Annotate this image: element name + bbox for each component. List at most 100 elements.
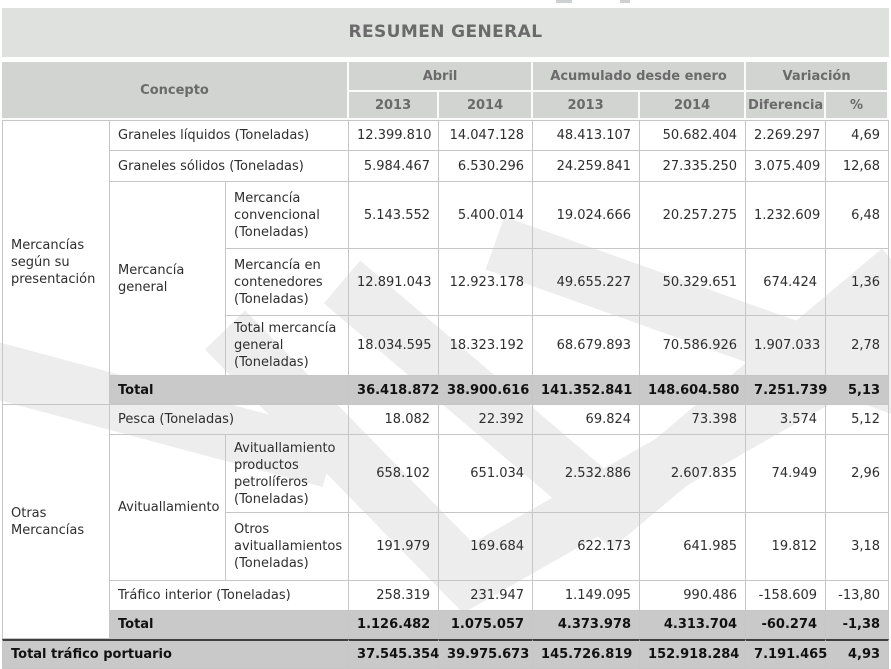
cell-abril-2014: 14.047.128 (439, 120, 534, 151)
cell-abril-2014: 1.075.057 (439, 611, 534, 639)
cell-acumulado-2013: 68.679.893 (533, 316, 641, 376)
cell-acumulado-2014: 73.398 (640, 405, 747, 435)
cell-abril-2014: 651.034 (439, 435, 534, 513)
table-row: Graneles sólidos (Toneladas) 5.984.467 6… (2, 151, 890, 182)
cell-acumulado-2013: 2.532.886 (533, 435, 641, 513)
cell-abril-2013: 37.545.354 (349, 639, 439, 669)
cell-porcentaje: 5,12 (826, 405, 890, 435)
cell-abril-2014: 231.947 (439, 581, 534, 611)
cell-porcentaje: 1,36 (826, 249, 890, 316)
row-label: Tráfico interior (Toneladas) (110, 581, 350, 611)
cell-porcentaje: 2,96 (826, 435, 890, 513)
cell-abril-2013: 18.034.595 (349, 316, 440, 376)
cell-acumulado-2013: 24.259.841 (533, 151, 641, 182)
summary-report: RESUMEN GENERAL Concepto Abril Acumulado… (2, 8, 890, 669)
table-row: Otras Mercancías Pesca (Toneladas) 18.08… (2, 405, 890, 639)
cell-acumulado-2013: 141.352.841 (533, 376, 641, 405)
cell-diferencia: -60.274 (746, 611, 827, 639)
page-title: RESUMEN GENERAL (2, 8, 889, 57)
row-label: Total mercancía general (Toneladas) (226, 316, 350, 376)
table-header: Concepto Abril Acumulado desde enero Var… (2, 62, 890, 120)
cell-acumulado-2014: 148.604.580 (640, 376, 747, 405)
cell-diferencia: 1.232.609 (746, 182, 827, 249)
cell-diferencia: 7.251.739 (746, 376, 827, 405)
cell-acumulado-2014: 2.607.835 (640, 435, 747, 513)
cell-abril-2014: 5.400.014 (439, 182, 534, 249)
cell-acumulado-2014: 27.335.250 (640, 151, 747, 182)
cell-acumulado-2014: 50.329.651 (640, 249, 747, 316)
cell-porcentaje: 3,18 (826, 513, 890, 581)
cell-acumulado-2014: 50.682.404 (640, 120, 747, 151)
cell-acumulado-2014: 4.313.704 (640, 611, 747, 639)
col-header-diferencia: Diferencia (746, 92, 827, 120)
table-body: Mercancías según su presentación Granele… (2, 120, 890, 669)
cell-acumulado-2013: 1.149.095 (533, 581, 641, 611)
cropped-text-artifact (556, 0, 572, 3)
cell-abril-2014: 39.975.673 (439, 639, 534, 669)
grand-total-label: Total tráfico portuario (2, 639, 350, 669)
table-row: Avituallamiento Avituallamiento producto… (2, 435, 890, 581)
cell-acumulado-2013: 69.824 (533, 405, 641, 435)
col-header-abril-2013: 2013 (349, 92, 440, 120)
cell-abril-2014: 38.900.616 (439, 376, 534, 405)
cell-diferencia: 7.191.465 (746, 639, 827, 669)
table-row: Tráfico interior (Toneladas) 258.319 231… (2, 581, 890, 611)
cell-abril-2014: 18.323.192 (439, 316, 534, 376)
cell-abril-2013: 5.143.552 (349, 182, 440, 249)
cell-diferencia: 74.949 (746, 435, 827, 513)
cell-diferencia: 1.907.033 (746, 316, 827, 376)
cell-abril-2014: 22.392 (439, 405, 534, 435)
col-header-acumulado-2014: 2014 (640, 92, 747, 120)
subgroup-cell-mercancia-general: Mercancía general (110, 182, 226, 376)
cell-porcentaje: 5,13 (826, 376, 890, 405)
cell-abril-2013: 1.126.482 (349, 611, 440, 639)
table-row: Mercancía en contenedores (Toneladas) 12… (2, 249, 890, 316)
cell-acumulado-2014: 641.985 (640, 513, 747, 581)
table-row: Total mercancía general (Toneladas) 18.0… (2, 316, 890, 376)
col-header-concepto: Concepto (2, 62, 350, 120)
grand-total-row: Total tráfico portuario 37.545.354 39.97… (2, 639, 890, 669)
summary-table: Concepto Abril Acumulado desde enero Var… (2, 62, 890, 669)
cell-abril-2013: 12.399.810 (349, 120, 440, 151)
cell-porcentaje: -1,38 (826, 611, 890, 639)
row-label: Graneles líquidos (Toneladas) (110, 120, 350, 151)
cell-porcentaje: -13,80 (826, 581, 890, 611)
cell-acumulado-2014: 990.486 (640, 581, 747, 611)
cell-abril-2014: 169.684 (439, 513, 534, 581)
cell-acumulado-2014: 70.586.926 (640, 316, 747, 376)
header-row-groups: Concepto Abril Acumulado desde enero Var… (2, 62, 890, 120)
cell-abril-2013: 18.082 (349, 405, 440, 435)
cell-porcentaje: 4,93 (826, 639, 890, 669)
cell-acumulado-2013: 49.655.227 (533, 249, 641, 316)
row-label: Mercancía convencional (Toneladas) (226, 182, 350, 249)
col-header-abril-2014: 2014 (439, 92, 534, 120)
cell-acumulado-2013: 622.173 (533, 513, 641, 581)
cell-abril-2013: 191.979 (349, 513, 440, 581)
col-header-acumulado: Acumulado desde enero (533, 62, 747, 92)
col-header-porcentaje: % (826, 92, 890, 120)
cell-porcentaje: 12,68 (826, 151, 890, 182)
col-header-variacion: Variación (746, 62, 890, 92)
table-row: Mercancía general Mercancía convencional… (2, 182, 890, 376)
cell-diferencia: 674.424 (746, 249, 827, 316)
cell-diferencia: -158.609 (746, 581, 827, 611)
cell-porcentaje: 6,48 (826, 182, 890, 249)
cell-abril-2013: 258.319 (349, 581, 440, 611)
row-label: Avituallamiento productos petrolíferos (… (226, 435, 350, 513)
cell-abril-2013: 5.984.467 (349, 151, 440, 182)
cell-acumulado-2014: 152.918.284 (640, 639, 747, 669)
cell-acumulado-2013: 48.413.107 (533, 120, 641, 151)
cell-acumulado-2013: 145.726.819 (533, 639, 641, 669)
cell-porcentaje: 4,69 (826, 120, 890, 151)
cell-diferencia: 3.075.409 (746, 151, 827, 182)
cell-acumulado-2013: 19.024.666 (533, 182, 641, 249)
header-row-years: 2013 2014 2013 2014 Diferencia % (2, 92, 890, 120)
cell-diferencia: 2.269.297 (746, 120, 827, 151)
cell-abril-2014: 12.923.178 (439, 249, 534, 316)
section-total-row: Total 1.126.482 1.075.057 4.373.978 4.31… (2, 611, 890, 639)
col-header-abril: Abril (349, 62, 534, 92)
row-label: Otros avituallamientos (Toneladas) (226, 513, 350, 581)
total-label: Total (110, 611, 350, 639)
row-label: Graneles sólidos (Toneladas) (110, 151, 350, 182)
